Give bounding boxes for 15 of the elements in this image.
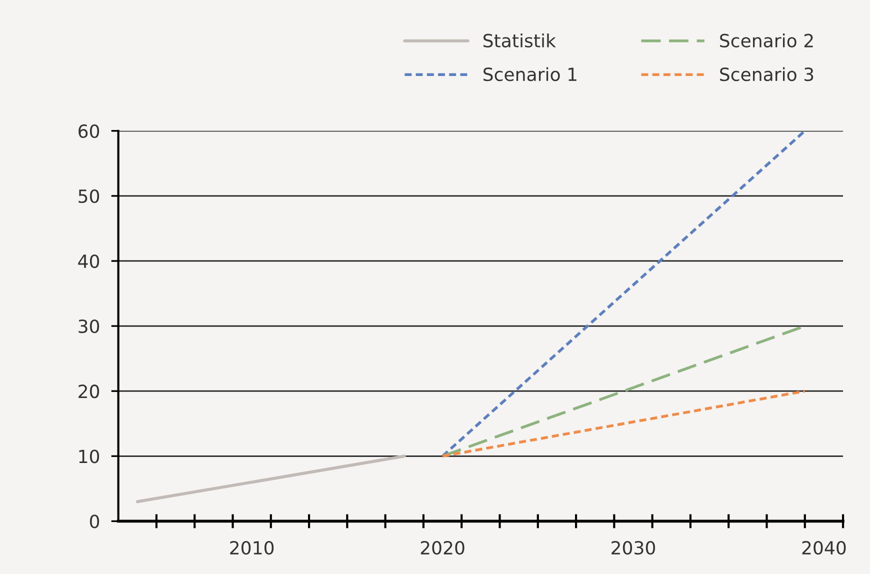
y-tick-label: 60 (78, 124, 100, 138)
y-tick-label: 20 (78, 384, 100, 398)
x-tick-label: 2030 (612, 540, 656, 555)
y-tick-label: 50 (78, 189, 100, 204)
y-tick-label: 0 (90, 514, 100, 528)
legend-label: Scenario 2 (720, 33, 813, 48)
x-tick-label: 2010 (230, 540, 274, 555)
y-tick-label: 30 (78, 319, 100, 334)
legend-label: Scenario 3 (720, 67, 814, 82)
y-tick-label: 40 (78, 254, 100, 268)
legend-label: Statistik (484, 33, 556, 48)
y-tick-label: 10 (79, 450, 100, 464)
x-tick-label: 2020 (420, 540, 464, 555)
x-tick-label: 2040 (802, 540, 846, 555)
legend-label: Scenario 1 (484, 67, 576, 82)
